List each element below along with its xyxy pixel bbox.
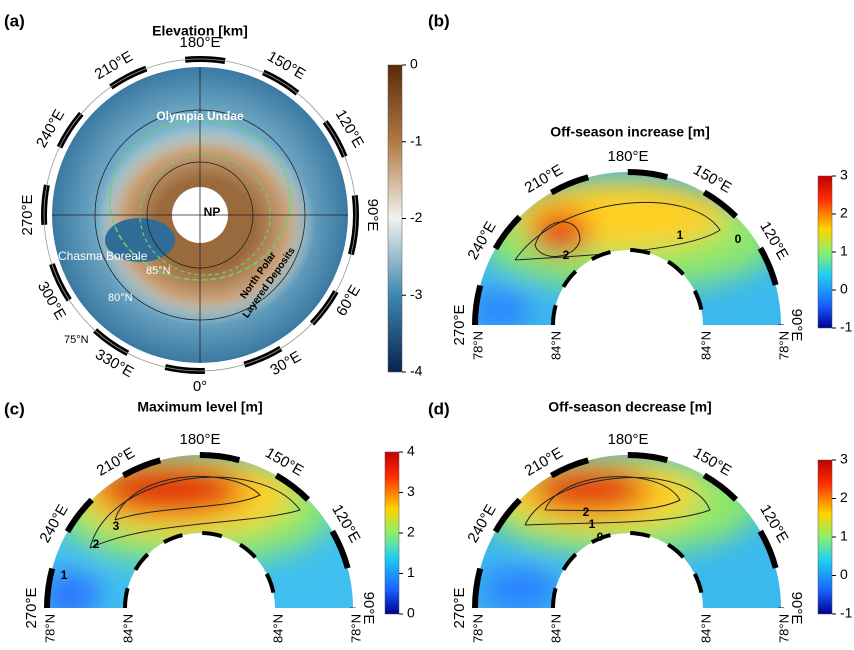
colorbar-tick-label: -1	[840, 605, 853, 621]
longitude-label: 270°E	[23, 587, 40, 628]
colorbar-tick-label: 1	[407, 564, 415, 580]
longitude-label: 180°E	[607, 431, 648, 448]
colorbar	[818, 176, 832, 328]
latitude-label: 84°N	[548, 331, 563, 360]
latitude-label: 78°N	[470, 331, 485, 360]
contour-label: 2	[93, 537, 100, 551]
latitude-label: 84°N	[698, 614, 713, 643]
contour-label: 1	[61, 568, 68, 582]
longitude-label: 180°E	[607, 148, 648, 165]
panel-label: (b)	[428, 11, 450, 30]
heatmap	[470, 165, 790, 330]
colorbar-tick-label: -1	[410, 132, 423, 148]
panel-title: Maximum level [m]	[137, 399, 262, 415]
colorbar-tick-label: 1	[840, 243, 848, 259]
colorbar-tick-label: -4	[410, 363, 423, 379]
contour-label: 0	[597, 530, 604, 544]
panel-title: Off-season decrease [m]	[548, 399, 711, 415]
latitude-label: 84°N	[120, 614, 135, 643]
heatmap	[470, 450, 790, 615]
heatmap	[40, 450, 360, 617]
colorbar-tick-label: 0	[840, 566, 848, 582]
colorbar-tick-label: 0	[410, 56, 418, 72]
colorbar	[818, 460, 832, 614]
colorbar-tick-label: 3	[407, 483, 415, 499]
colorbar	[385, 452, 399, 614]
longitude-label: 270°E	[19, 194, 36, 235]
contour-label: 0	[735, 232, 742, 246]
colorbar-tick-label: 2	[840, 205, 848, 221]
panel-title: Off-season increase [m]	[550, 124, 710, 140]
latitude-label: 84°N	[698, 331, 713, 360]
longitude-label: 0°	[193, 378, 207, 395]
latitude-label: 84°N	[548, 614, 563, 643]
contour-label: 1	[589, 517, 596, 531]
panel-label: (a)	[4, 11, 25, 30]
longitude-label: 270°E	[451, 304, 468, 345]
colorbar-tick-label: 2	[840, 489, 848, 505]
longitude-label: 180°E	[179, 34, 220, 51]
annotation: Chasma Boreale	[58, 249, 148, 263]
longitude-label: 90°E	[364, 199, 381, 232]
colorbar-tick-label: -1	[840, 319, 853, 335]
latitude-label: 78°N	[470, 614, 485, 643]
longitude-label: 330°E	[92, 346, 136, 381]
annotation: NP	[204, 205, 221, 219]
annotation: Olympia Undae	[156, 109, 244, 123]
longitude-label: 180°E	[179, 431, 220, 448]
figure: (a) Elevation [km] Olympia Undae NP Chas…	[0, 0, 854, 650]
contour-label: 2	[563, 248, 570, 262]
panel-label: (c)	[4, 399, 25, 418]
latitude-label: 78°N	[776, 614, 791, 643]
colorbar-tick-label: 4	[407, 443, 415, 459]
longitude-label: 270°E	[451, 587, 468, 628]
colorbar-tick-label: -3	[410, 286, 423, 302]
latitude-label: 78°N	[348, 614, 363, 643]
panel-label: (d)	[428, 399, 450, 418]
contour-label: 3	[113, 519, 120, 533]
latitude-label: 78°N	[42, 614, 57, 643]
latitude-label: 78°N	[776, 331, 791, 360]
colorbar	[388, 65, 402, 372]
annotation: 80°N	[108, 292, 133, 304]
colorbar-tick-label: 0	[407, 605, 415, 621]
annotation: 75°N	[64, 334, 89, 346]
latitude-label: 84°N	[270, 614, 285, 643]
colorbar-tick-label: 1	[840, 528, 848, 544]
colorbar-tick-label: 3	[840, 167, 848, 183]
contour-label: 1	[677, 228, 684, 242]
colorbar-tick-label: -2	[410, 209, 423, 225]
colorbar-tick-label: 2	[407, 524, 415, 540]
colorbar-tick-label: 3	[840, 451, 848, 467]
annotation: 85°N	[146, 265, 171, 277]
colorbar-tick-label: 0	[840, 281, 848, 297]
